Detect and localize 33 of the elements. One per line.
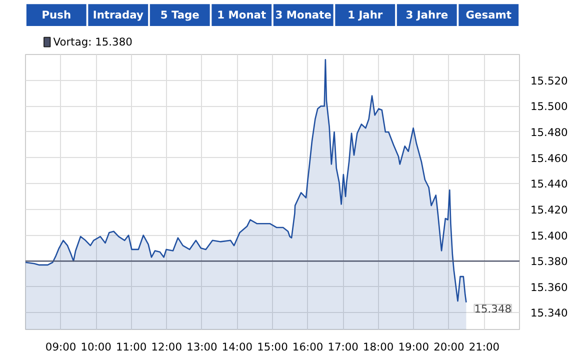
annotation: 15.348 <box>474 302 512 316</box>
x-tick-label: 17:00 <box>328 340 359 354</box>
x-tick-label: 10:00 <box>80 340 112 354</box>
y-tick-label: 15.340 <box>530 306 568 320</box>
x-tick-label: 21:00 <box>468 340 500 354</box>
x-tick-label: 18:00 <box>363 340 394 354</box>
x-tick-label: 20:00 <box>434 340 465 354</box>
x-tick-label: 09:00 <box>45 340 76 354</box>
x-tick-label: 14:00 <box>222 340 253 354</box>
y-tick-label: 15.440 <box>530 178 568 191</box>
x-tick-label: 11:00 <box>116 340 147 354</box>
y-tick-label: 15.400 <box>530 229 568 242</box>
x-tick-label: 13:00 <box>186 340 218 354</box>
text: 1 Monat <box>217 8 266 22</box>
legend-label: Vortag: 15.380 <box>53 36 133 49</box>
y-tick-label: 15.420 <box>530 203 568 216</box>
text: Gesamt <box>466 8 512 22</box>
text: Push <box>42 8 72 22</box>
x-tick-label: 15:00 <box>257 340 288 354</box>
y-tick-label: 15.480 <box>530 126 568 139</box>
x-tick-label: 16:00 <box>292 340 324 354</box>
x-tick-label: 19:00 <box>398 340 430 354</box>
y-tick-label: 15.500 <box>530 100 568 114</box>
y-tick-label: 15.460 <box>530 152 568 165</box>
text: Intraday <box>92 8 144 22</box>
text: 5 Tage <box>160 8 200 22</box>
text: 3 Monate <box>275 8 332 22</box>
y-tick-label: 15.380 <box>530 255 568 268</box>
text: 1 Jahr <box>348 8 384 22</box>
x-tick-label: 12:00 <box>151 340 182 354</box>
y-tick-label: 15.360 <box>530 280 568 294</box>
y-tick-label: 15.520 <box>530 74 568 88</box>
text: 3 Jahre <box>406 8 448 22</box>
